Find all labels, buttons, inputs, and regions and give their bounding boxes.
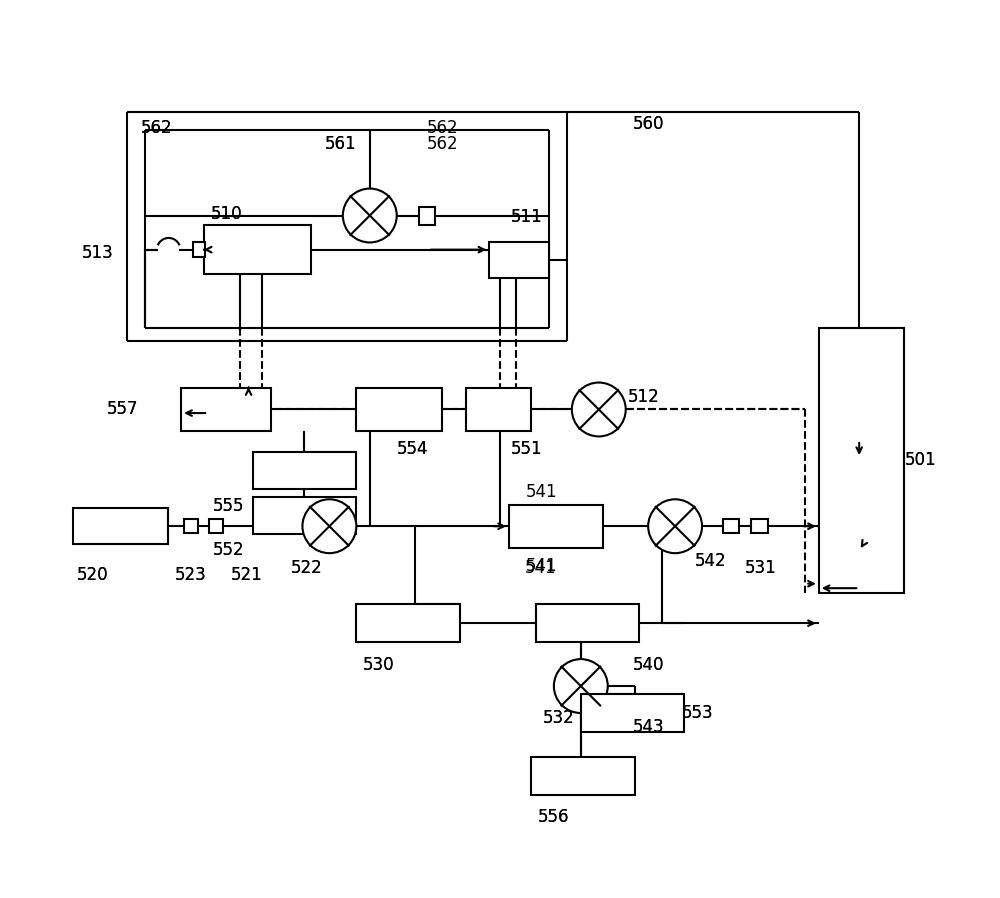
Text: 530: 530	[363, 656, 395, 674]
Text: 541: 541	[525, 483, 557, 501]
Bar	[819, 328, 904, 593]
Circle shape	[302, 499, 356, 553]
Bar	[723, 519, 739, 533]
Text: 560: 560	[632, 115, 664, 133]
Text: 562: 562	[141, 119, 173, 136]
Text: 532: 532	[542, 709, 574, 727]
Text: 553: 553	[682, 704, 713, 722]
Bar	[536, 604, 639, 642]
Text: 522: 522	[291, 559, 323, 577]
Text: 562: 562	[427, 135, 458, 153]
Bar	[531, 757, 635, 795]
Text: 552: 552	[213, 541, 245, 559]
Bar	[253, 452, 356, 489]
Bar	[209, 519, 223, 533]
Text: 555: 555	[213, 497, 245, 515]
Text: 541: 541	[525, 557, 557, 575]
Text: 551: 551	[511, 440, 543, 458]
Text: 543: 543	[632, 718, 664, 736]
Circle shape	[648, 499, 702, 553]
Bar	[489, 242, 549, 278]
Text: 512: 512	[628, 388, 660, 406]
Text: 530: 530	[363, 656, 395, 674]
Bar	[181, 388, 271, 431]
Text: 554: 554	[397, 440, 429, 458]
Text: 556: 556	[538, 808, 570, 826]
Bar	[356, 388, 442, 431]
Bar	[751, 519, 768, 533]
Text: 540: 540	[632, 656, 664, 674]
Bar	[581, 694, 684, 732]
Text: 542: 542	[695, 552, 727, 570]
Text: 540: 540	[632, 656, 664, 674]
Text: 510: 510	[211, 205, 243, 223]
Text: 511: 511	[511, 208, 543, 226]
Circle shape	[572, 383, 626, 436]
Text: 520: 520	[76, 566, 108, 584]
Text: 541: 541	[525, 559, 556, 577]
Text: 531: 531	[745, 559, 776, 577]
Text: 556: 556	[538, 808, 570, 826]
Text: 555: 555	[213, 497, 245, 515]
Circle shape	[343, 189, 397, 242]
Text: 554: 554	[397, 440, 429, 458]
Text: 532: 532	[542, 709, 574, 727]
Bar	[73, 508, 168, 544]
Bar	[204, 224, 311, 274]
Bar	[466, 388, 531, 431]
Text: 557: 557	[107, 401, 139, 418]
Text: 523: 523	[174, 566, 206, 584]
Text: 553: 553	[682, 704, 713, 722]
Text: 520: 520	[76, 566, 108, 584]
Text: 501: 501	[904, 451, 936, 469]
Text: 521: 521	[231, 566, 263, 584]
Bar	[356, 604, 460, 642]
Text: 512: 512	[628, 388, 660, 406]
Bar	[419, 207, 435, 224]
Bar	[253, 497, 356, 534]
Text: 511: 511	[511, 208, 543, 226]
Text: 501: 501	[904, 451, 936, 469]
Bar	[184, 519, 198, 533]
Text: 542: 542	[695, 552, 727, 570]
Text: 522: 522	[291, 559, 323, 577]
Bar	[193, 242, 205, 257]
Text: 562: 562	[427, 119, 458, 136]
Text: 543: 543	[632, 718, 664, 736]
Text: 523: 523	[174, 566, 206, 584]
Text: 562: 562	[141, 119, 173, 136]
Text: 513: 513	[82, 244, 114, 262]
Text: 552: 552	[213, 541, 245, 559]
Circle shape	[554, 659, 608, 713]
Text: 561: 561	[325, 135, 357, 153]
Text: 561: 561	[325, 135, 357, 153]
Text: 513: 513	[82, 244, 114, 262]
Text: 510: 510	[211, 205, 243, 223]
Text: 560: 560	[632, 115, 664, 133]
Text: 521: 521	[231, 566, 263, 584]
Text: 531: 531	[745, 559, 776, 577]
Bar	[509, 505, 603, 548]
Text: 551: 551	[511, 440, 543, 458]
Text: 557: 557	[107, 401, 139, 418]
